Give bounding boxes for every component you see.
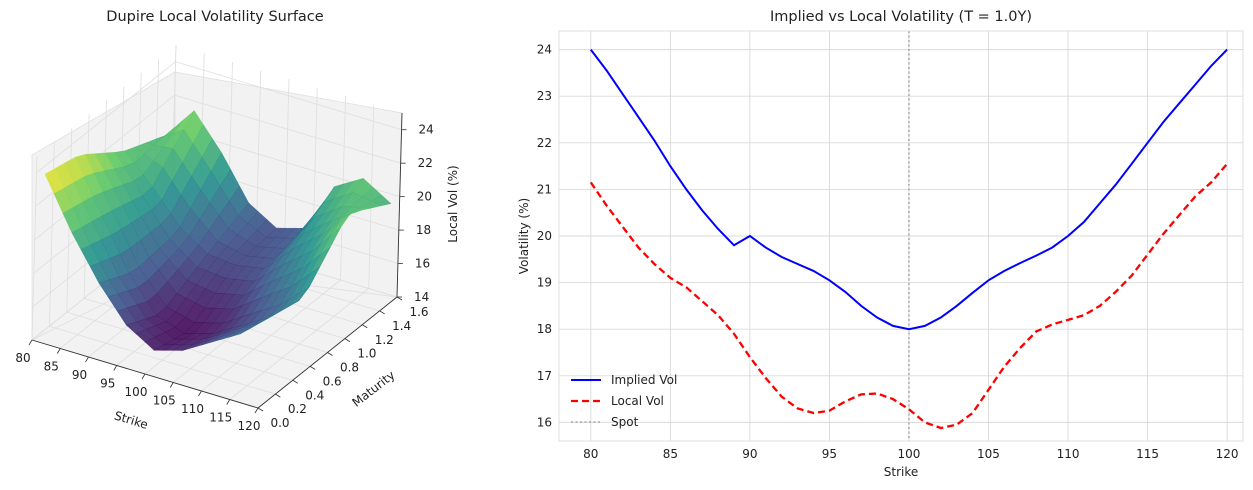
- y-tick-labels: 16 17 18 19 20 21 22 23 24: [537, 43, 552, 430]
- line-chart-title: Implied vs Local Volatility (T = 1.0Y): [770, 9, 1032, 25]
- strike-tick: [226, 399, 231, 405]
- plot-frame: [558, 30, 1244, 442]
- localvol-tick-label: 22: [418, 156, 433, 170]
- y-tick-label: 23: [537, 89, 552, 103]
- localvol-tick-label: 16: [415, 257, 430, 271]
- legend-spot-label: Spot: [611, 415, 639, 429]
- strike-tick: [141, 373, 146, 380]
- strike-tick: [113, 365, 118, 371]
- strike-ticks: 80 85 90 95 100 105 110 115 120: [15, 339, 261, 433]
- strike-tick-label: 90: [72, 368, 87, 382]
- x-tick-label: 80: [583, 447, 598, 461]
- maturity-tick: [344, 338, 351, 342]
- localvol-axis-label: Local Vol (%): [446, 165, 460, 242]
- legend: Implied Vol Local Vol Spot: [571, 373, 677, 429]
- strike-tick: [169, 382, 174, 388]
- maturity-tick: [396, 296, 403, 301]
- strike-tick: [28, 339, 33, 346]
- x-tick-label: 120: [1216, 447, 1239, 461]
- maturity-tick: [309, 366, 316, 370]
- maturity-tick-label: 1.2: [375, 333, 394, 347]
- y-tick-label: 18: [537, 322, 552, 336]
- strike-tick-label: 100: [125, 385, 148, 399]
- maturity-tick-label: 0.8: [340, 361, 359, 375]
- strike-tick-label: 85: [44, 360, 59, 374]
- maturity-tick-label: 0.0: [270, 416, 289, 430]
- maturity-tick-label: 1.0: [357, 347, 376, 361]
- strike-tick-label: 105: [153, 394, 176, 408]
- y-tick-label: 17: [537, 369, 552, 383]
- x-tick-label: 100: [898, 447, 921, 461]
- pane-grid-line: [36, 61, 176, 174]
- local-vol-line: [589, 163, 1228, 430]
- localvol-axis-line: [396, 112, 403, 298]
- strike-tick-label: 80: [15, 351, 30, 365]
- pane-grid-line: [31, 155, 38, 341]
- x-tick-labels: 80 85 90 95 100 105 110 115 120: [583, 447, 1238, 461]
- x-tick-label: 95: [822, 447, 837, 461]
- y-tick-label: 20: [537, 229, 552, 243]
- maturity-tick: [379, 310, 385, 315]
- line-chart: Implied vs Local Volatility (T = 1.0Y) 8…: [517, 9, 1244, 479]
- maturity-tick-label: 1.4: [392, 319, 411, 333]
- strike-tick: [198, 390, 202, 397]
- x-tick-label: 110: [1057, 447, 1080, 461]
- maturity-tick: [327, 352, 333, 356]
- localvol-tick-label: 20: [417, 190, 432, 204]
- surface-title: Dupire Local Volatility Surface: [106, 9, 323, 25]
- maturity-ticks: 0.00.20.40.60.81.01.21.41.6: [257, 296, 429, 430]
- x-tick-label: 105: [977, 447, 1000, 461]
- y-axis-label: Volatility (%): [517, 198, 531, 274]
- x-axis-label: Strike: [884, 465, 919, 479]
- maturity-tick-label: 0.6: [323, 374, 342, 388]
- y-tick-label: 21: [537, 182, 552, 196]
- y-tick-label: 16: [537, 415, 552, 429]
- maturity-tick-label: 0.2: [288, 402, 307, 416]
- grid-lines: [559, 31, 1243, 441]
- pane-grid-line: [174, 94, 401, 164]
- strike-tick-label: 95: [100, 377, 115, 391]
- x-tick-label: 85: [663, 447, 678, 461]
- implied-vol-line: [590, 48, 1228, 331]
- localvol-ticks: 14 16 18 20 22 24: [397, 123, 434, 304]
- strike-tick-label: 110: [181, 402, 204, 416]
- y-tick-label: 19: [537, 276, 552, 290]
- strike-tick-label: 120: [238, 419, 261, 433]
- y-tick-label: 22: [537, 136, 552, 150]
- maturity-tick: [257, 407, 264, 412]
- maturity-tick-label: 1.6: [409, 305, 428, 319]
- pane-grid-line: [175, 61, 402, 131]
- pane-grid-line: [49, 325, 276, 395]
- surface-patch: [259, 311, 280, 324]
- legend-local-label: Local Vol: [611, 394, 664, 408]
- strike-tick-label: 115: [209, 411, 232, 425]
- surface-chart: Dupire Local Volatility Surface 80 85 90 95…: [15, 9, 460, 433]
- localvol-tick-label: 14: [414, 290, 429, 304]
- x-tick-label: 115: [1136, 447, 1159, 461]
- maturity-tick: [275, 393, 281, 398]
- x-tick-label: 90: [742, 447, 757, 461]
- maturity-tick-label: 0.4: [305, 388, 324, 402]
- strike-tick: [254, 407, 259, 414]
- legend-implied-label: Implied Vol: [611, 373, 677, 387]
- y-tick-label: 24: [537, 43, 552, 57]
- strike-tick: [85, 356, 89, 363]
- localvol-tick-label: 18: [416, 223, 431, 237]
- maturity-tick: [362, 324, 368, 329]
- maturity-tick: [292, 379, 298, 384]
- surface-mesh: [44, 110, 392, 351]
- strike-tick: [56, 348, 61, 354]
- localvol-tick-label: 24: [419, 123, 434, 137]
